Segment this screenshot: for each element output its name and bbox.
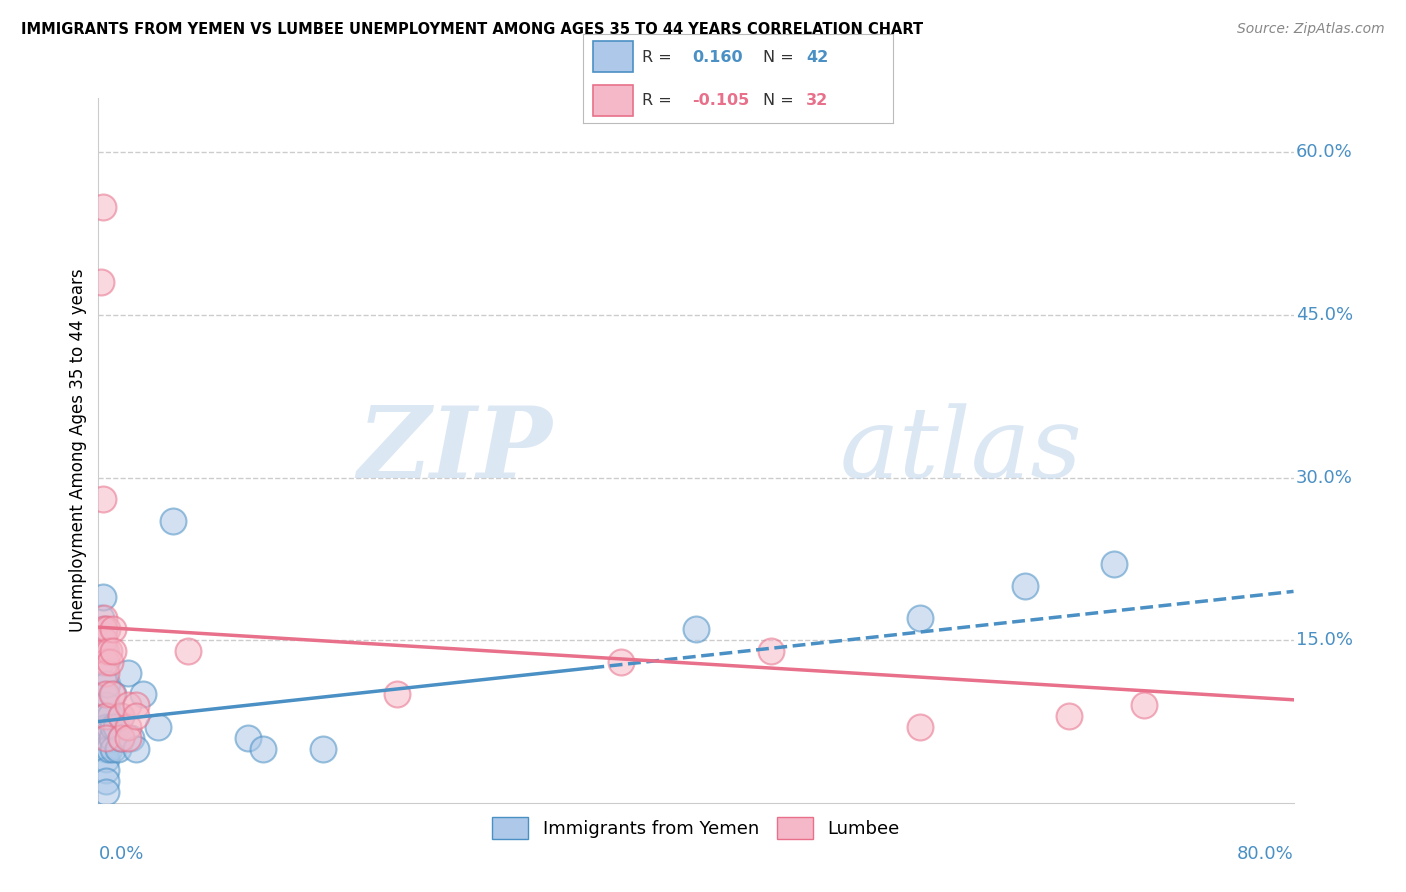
Text: atlas: atlas [839, 403, 1083, 498]
Bar [593, 85, 633, 116]
Point [97, 741, 120, 756]
Point [110, 709, 132, 723]
Point [120, 731, 142, 745]
Text: ZIP: ZIP [357, 402, 553, 499]
Point [94, 698, 117, 713]
Bar [593, 41, 633, 72]
Point [117, 720, 139, 734]
Point [908, 720, 931, 734]
Point [94, 665, 117, 680]
Point [90, 276, 112, 290]
Point [103, 720, 125, 734]
Text: N =: N = [763, 50, 799, 64]
Text: 32: 32 [806, 94, 828, 108]
Point [236, 731, 259, 745]
Text: -0.105: -0.105 [692, 94, 749, 108]
Point [1059, 709, 1081, 723]
Text: N =: N = [763, 94, 799, 108]
Point [132, 687, 155, 701]
Point [103, 741, 125, 756]
Text: 30.0%: 30.0% [1296, 468, 1353, 486]
Text: 45.0%: 45.0% [1296, 306, 1353, 324]
Point [101, 731, 124, 745]
Point [177, 644, 200, 658]
Point [94, 709, 117, 723]
Point [110, 709, 132, 723]
Point [125, 698, 148, 713]
Point [94, 731, 117, 745]
Point [91, 200, 114, 214]
Point [98, 655, 122, 669]
Point [117, 698, 139, 713]
Legend: Immigrants from Yemen, Lumbee: Immigrants from Yemen, Lumbee [485, 810, 907, 847]
Text: 0.160: 0.160 [692, 50, 742, 64]
Point [94, 774, 117, 789]
Point [93, 687, 115, 701]
Point [97, 644, 120, 658]
Y-axis label: Unemployment Among Ages 35 to 44 years: Unemployment Among Ages 35 to 44 years [69, 268, 87, 632]
Point [93, 665, 115, 680]
Text: 15.0%: 15.0% [1296, 632, 1353, 649]
Point [91, 492, 114, 507]
Point [110, 731, 132, 745]
Point [93, 611, 115, 625]
Point [97, 720, 120, 734]
Point [94, 741, 117, 756]
Point [94, 687, 117, 701]
Point [94, 655, 117, 669]
Point [117, 731, 139, 745]
Point [93, 623, 115, 637]
Point [125, 741, 148, 756]
Text: Source: ZipAtlas.com: Source: ZipAtlas.com [1237, 22, 1385, 37]
Point [101, 687, 124, 701]
Point [94, 785, 117, 799]
Point [93, 623, 115, 637]
Point [96, 623, 118, 637]
Point [93, 633, 115, 648]
Point [759, 644, 782, 658]
Text: 80.0%: 80.0% [1237, 845, 1294, 863]
Point [103, 644, 125, 658]
Point [1014, 579, 1036, 593]
Point [94, 709, 117, 723]
Point [685, 623, 707, 637]
Point [96, 676, 118, 690]
Point [1133, 698, 1156, 713]
Text: R =: R = [643, 94, 678, 108]
Text: 42: 42 [806, 50, 828, 64]
Point [1104, 558, 1126, 572]
Point [98, 709, 122, 723]
Text: IMMIGRANTS FROM YEMEN VS LUMBEE UNEMPLOYMENT AMONG AGES 35 TO 44 YEARS CORRELATI: IMMIGRANTS FROM YEMEN VS LUMBEE UNEMPLOY… [21, 22, 924, 37]
Point [311, 741, 333, 756]
Point [252, 741, 274, 756]
Point [91, 590, 114, 604]
Point [94, 731, 117, 745]
Point [117, 665, 139, 680]
Text: 0.0%: 0.0% [98, 845, 143, 863]
Point [93, 644, 115, 658]
Point [94, 644, 117, 658]
Text: 60.0%: 60.0% [1296, 144, 1353, 161]
Point [90, 655, 112, 669]
Point [385, 687, 409, 701]
Point [103, 623, 125, 637]
Point [103, 687, 125, 701]
Point [105, 720, 128, 734]
Point [90, 611, 112, 625]
Point [91, 633, 114, 648]
Point [908, 611, 931, 625]
Point [610, 655, 633, 669]
Point [107, 741, 129, 756]
Text: R =: R = [643, 50, 678, 64]
Point [148, 720, 170, 734]
Point [125, 709, 148, 723]
Point [94, 720, 117, 734]
Point [94, 764, 117, 778]
Point [162, 514, 184, 528]
Point [110, 731, 132, 745]
Point [94, 752, 117, 766]
